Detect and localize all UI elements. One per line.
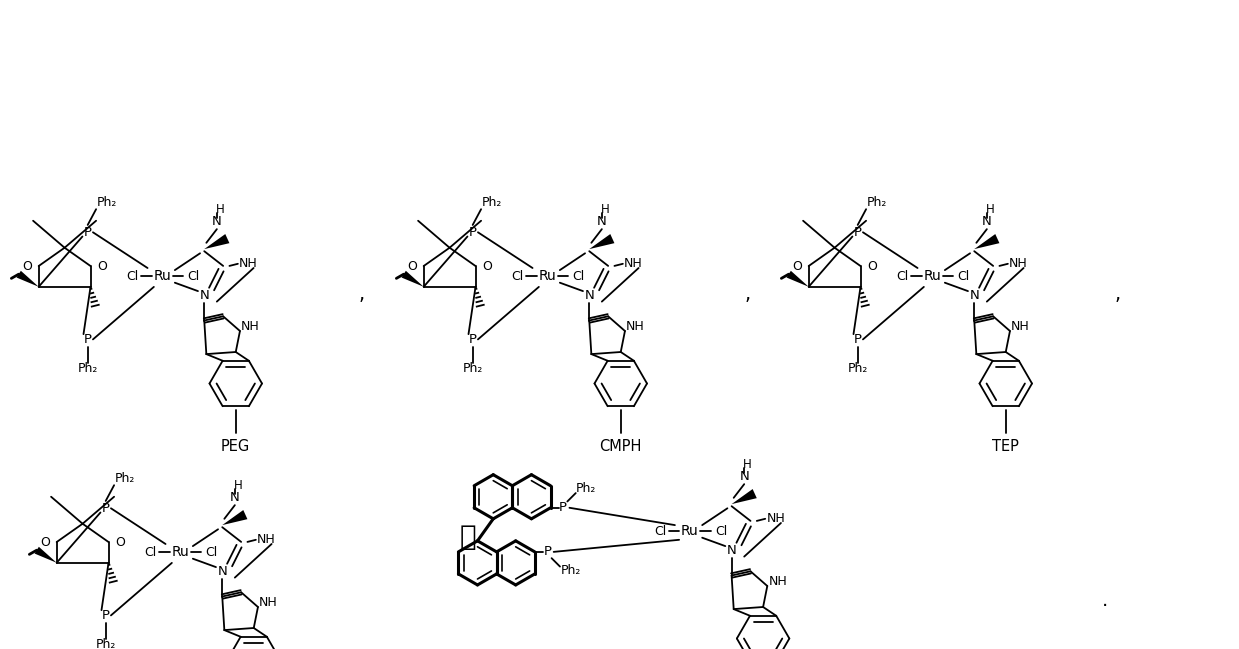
Text: P: P: [102, 502, 110, 515]
Text: O: O: [792, 260, 802, 273]
Text: Cl: Cl: [206, 546, 218, 559]
Polygon shape: [731, 489, 757, 504]
Text: 或: 或: [460, 523, 476, 551]
Text: .: .: [1101, 591, 1108, 611]
Text: H: H: [986, 202, 995, 215]
Text: P: P: [102, 609, 110, 622]
Polygon shape: [222, 510, 248, 525]
Text: Cl: Cl: [187, 270, 199, 283]
Text: O: O: [115, 535, 125, 548]
Text: Ru: Ru: [680, 524, 699, 539]
Text: Ph₂: Ph₂: [560, 564, 581, 577]
Text: N: N: [740, 471, 750, 484]
Text: N: N: [597, 215, 607, 228]
Text: Ru: Ru: [923, 269, 942, 284]
Text: NH: NH: [624, 257, 643, 270]
Text: P: P: [84, 333, 92, 346]
Text: P: P: [468, 333, 477, 346]
Text: H: H: [234, 479, 243, 492]
Text: Ph₂: Ph₂: [482, 197, 502, 210]
Text: N: N: [585, 289, 595, 302]
Text: P: P: [468, 226, 477, 239]
Text: Cl: Cl: [512, 270, 524, 283]
Text: Ph₂: Ph₂: [462, 362, 483, 375]
Text: Ph₂: Ph₂: [78, 362, 98, 375]
Text: H: H: [601, 202, 610, 215]
Text: NH: NH: [767, 512, 786, 525]
Text: O: O: [22, 260, 32, 273]
Text: H: H: [216, 202, 224, 215]
Text: Ph₂: Ph₂: [97, 197, 116, 210]
Text: N: N: [969, 289, 979, 302]
Text: N: N: [230, 491, 239, 504]
Text: NH: NH: [1011, 321, 1030, 334]
Text: PEG: PEG: [221, 439, 250, 454]
Text: NH: NH: [626, 321, 644, 334]
Text: ,: ,: [1115, 284, 1121, 304]
Text: Cl: Cl: [654, 525, 667, 538]
Text: Cl: Cl: [572, 270, 585, 283]
Text: Cl: Cl: [126, 270, 139, 283]
Polygon shape: [204, 234, 229, 249]
Text: O: O: [482, 260, 492, 273]
Text: Ph₂: Ph₂: [114, 472, 135, 485]
Text: Ph₂: Ph₂: [576, 482, 596, 495]
Text: NH: NH: [256, 533, 276, 546]
Polygon shape: [35, 547, 57, 563]
Text: CMPH: CMPH: [600, 439, 642, 454]
Text: N: N: [199, 289, 209, 302]
Text: Cl: Cl: [145, 546, 157, 559]
Text: O: O: [97, 260, 107, 273]
Text: Cl: Cl: [715, 525, 727, 538]
Text: NH: NH: [768, 575, 787, 588]
Text: NH: NH: [239, 257, 258, 270]
Text: Ru: Ru: [154, 269, 171, 284]
Polygon shape: [974, 234, 1000, 249]
Text: P: P: [854, 333, 861, 346]
Text: Ph₂: Ph₂: [866, 197, 887, 210]
Text: Cl: Cl: [958, 270, 970, 283]
Text: P: P: [559, 501, 567, 514]
Text: NH: NH: [1009, 257, 1027, 270]
Text: O: O: [408, 260, 418, 273]
Text: Cl: Cl: [897, 270, 909, 283]
Polygon shape: [16, 271, 38, 287]
Text: NH: NH: [242, 321, 260, 334]
Text: Ph₂: Ph₂: [847, 362, 867, 375]
Text: O: O: [40, 535, 50, 548]
Text: ,: ,: [359, 284, 366, 304]
Polygon shape: [787, 271, 809, 287]
Text: N: N: [217, 565, 227, 578]
Text: ,: ,: [745, 284, 751, 304]
Text: Ph₂: Ph₂: [95, 639, 116, 649]
Text: TEP: TEP: [992, 439, 1020, 454]
Text: NH: NH: [259, 596, 278, 609]
Polygon shape: [590, 234, 615, 249]
Text: Ru: Ru: [171, 545, 190, 559]
Polygon shape: [401, 271, 424, 287]
Text: N: N: [212, 215, 222, 228]
Text: Ru: Ru: [539, 269, 556, 284]
Text: P: P: [84, 226, 92, 239]
Text: P: P: [544, 545, 551, 558]
Text: P: P: [854, 226, 861, 239]
Text: H: H: [743, 458, 752, 471]
Text: N: N: [727, 544, 736, 557]
Text: O: O: [867, 260, 877, 273]
Text: N: N: [983, 215, 991, 228]
